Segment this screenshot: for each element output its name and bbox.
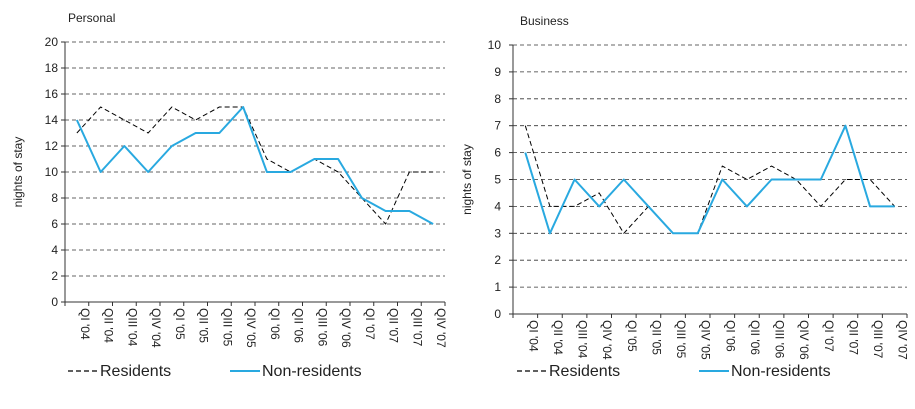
y-axis-label: nights of stay: [460, 144, 474, 215]
x-tick-label: QIV '06: [797, 320, 811, 360]
x-tick-label: QIII '06: [315, 308, 329, 347]
series-line-non-residents: [75, 106, 434, 225]
y-tick-label: 5: [494, 173, 501, 187]
y-tick-label: 6: [51, 217, 58, 231]
x-tick-label: QI '07: [363, 308, 377, 340]
y-tick-label: 2: [51, 269, 58, 283]
x-tick-label: QIV '04: [149, 308, 163, 348]
series-line-residents: [76, 106, 434, 225]
y-tick-label: 0: [51, 295, 58, 309]
y-tick-label: 8: [51, 191, 58, 205]
chart-title: Business: [520, 14, 569, 28]
y-tick-label: 10: [488, 38, 502, 52]
y-tick-label: 6: [494, 146, 501, 160]
x-tick-label: QI '06: [268, 308, 282, 340]
y-tick-label: 4: [51, 243, 58, 257]
x-tick-label: QI '06: [723, 320, 737, 352]
legend-label-residents: Residents: [549, 363, 620, 380]
x-tick-label: QIII '04: [125, 308, 139, 347]
chart-panel-personal: Personal nights of stay 0 2 4 6 8 10 12 14 16 18 20 Q…: [11, 11, 448, 380]
x-tick-label: QII '07: [846, 320, 860, 355]
x-tick-label: QIV '06: [339, 308, 353, 348]
y-tick-label: 0: [494, 307, 501, 321]
y-tick-label: 7: [494, 119, 501, 133]
x-tick-label: QI '05: [625, 320, 639, 352]
x-tick-label: QIII '05: [220, 308, 234, 347]
y-tick-label: 3: [494, 226, 501, 240]
x-tick-label: QIV '05: [244, 308, 258, 348]
x-tick-label: QI '05: [173, 308, 187, 340]
x-tick-label: QI '04: [526, 320, 540, 352]
series-line-residents: [524, 125, 896, 234]
x-tick-label: QIV '05: [699, 320, 713, 360]
x-tick-label: QIII '06: [773, 320, 787, 359]
x-tick-label: QIII '07: [410, 308, 424, 347]
y-tick-label: 9: [494, 65, 501, 79]
x-tick-label: QIII '05: [674, 320, 688, 359]
y-axis-label: nights of stay: [11, 137, 25, 208]
x-tick-label: QI '07: [822, 320, 836, 352]
x-tick-label: QII '06: [748, 320, 762, 355]
y-tick-label: 20: [45, 35, 59, 49]
y-tick-label: 10: [45, 165, 59, 179]
y-tick-label: 12: [45, 139, 59, 153]
y-tick-label: 18: [45, 61, 59, 75]
chart-panel-business: Business nights of stay 0 1 2 3 4 5 6 7 8 9 10 QI '04…: [460, 14, 910, 380]
x-tick-label: QIV '04: [600, 320, 614, 360]
x-tick-label: QII '05: [197, 308, 211, 343]
x-tick-label: QIII '07: [871, 320, 885, 359]
y-tick-label: 4: [494, 199, 501, 213]
y-tick-label: 14: [45, 113, 59, 127]
x-tick-label: QII '06: [292, 308, 306, 343]
x-tick-label: QI '04: [78, 308, 92, 340]
legend-label-residents: Residents: [100, 363, 171, 380]
x-tick-label: QII '07: [387, 308, 401, 343]
legend-label-non-residents: Non-residents: [262, 363, 362, 380]
x-tick-label: QII '05: [649, 320, 663, 355]
x-tick-label: QIII '04: [576, 320, 590, 359]
chart-title: Personal: [68, 11, 115, 25]
y-tick-label: 8: [494, 92, 501, 106]
x-tick-label: QII '04: [102, 308, 116, 343]
y-tick-label: 1: [494, 280, 501, 294]
x-tick-label: QII '04: [551, 320, 565, 355]
series-line-non-residents: [524, 124, 895, 235]
y-tick-label: 16: [45, 87, 59, 101]
x-tick-label: QIV '07: [434, 308, 448, 348]
y-tick-label: 2: [494, 253, 501, 267]
x-tick-label: QIV '07: [896, 320, 910, 360]
legend-label-non-residents: Non-residents: [731, 363, 831, 380]
